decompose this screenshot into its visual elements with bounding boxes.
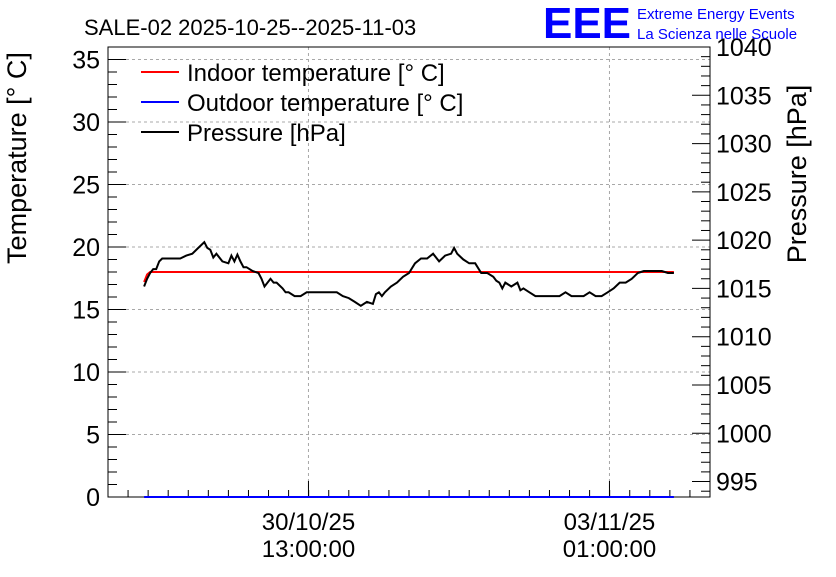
axis-labels: 0510152025303599510001005101010151020102… xyxy=(72,34,771,563)
series-group xyxy=(143,240,674,498)
series-line-pressure-hpa xyxy=(143,240,674,307)
right-tick-label: 1015 xyxy=(716,275,772,303)
x-tick-label-date: 03/11/25 xyxy=(564,509,656,536)
gridlines xyxy=(108,47,710,497)
axis-ticks xyxy=(107,46,711,498)
right-tick-label: 1030 xyxy=(716,131,772,159)
y-axis-right-label: Pressure [hPa] xyxy=(782,85,812,264)
legend-label: Indoor temperature [° C] xyxy=(187,60,445,87)
logo-line-1: Extreme Energy Events xyxy=(637,6,795,23)
right-tick-label: 1005 xyxy=(716,372,772,400)
legend-label: Pressure [hPa] xyxy=(187,120,346,147)
logo-line-2: La Scienza nelle Scuole xyxy=(637,26,797,43)
x-tick-label-time: 01:00:00 xyxy=(563,536,656,563)
right-tick-label: 1040 xyxy=(716,34,772,62)
left-tick-label: 5 xyxy=(86,422,100,450)
right-tick-label: 1025 xyxy=(716,179,772,207)
left-tick-label: 35 xyxy=(72,47,100,75)
left-tick-label: 25 xyxy=(72,172,100,200)
legend-label: Outdoor temperature [° C] xyxy=(187,90,463,117)
chart-title: SALE-02 2025-10-25--2025-11-03 xyxy=(84,15,416,40)
right-tick-label: 1010 xyxy=(716,324,772,352)
left-tick-label: 20 xyxy=(72,234,100,262)
left-tick-label: 10 xyxy=(72,359,100,387)
right-tick-label: 1035 xyxy=(716,82,772,110)
left-tick-label: 0 xyxy=(86,484,100,512)
right-tick-label: 1000 xyxy=(716,420,772,448)
eee-logo: EEE Extreme Energy Events La Scienza nel… xyxy=(543,0,797,48)
left-tick-label: 30 xyxy=(72,109,100,137)
right-tick-label: 995 xyxy=(716,469,758,497)
y-axis-left-label: Temperature [° C] xyxy=(2,52,32,264)
x-tick-label-time: 13:00:00 xyxy=(262,536,355,563)
left-tick-label: 15 xyxy=(72,297,100,325)
x-tick-label-date: 30/10/25 xyxy=(262,509,355,536)
series-line-indoor-temperature-c xyxy=(143,271,674,283)
logo-letters: EEE xyxy=(543,0,631,48)
right-tick-label: 1020 xyxy=(716,227,772,255)
legend[interactable]: Indoor temperature [° C] Outdoor temperat… xyxy=(141,60,463,147)
